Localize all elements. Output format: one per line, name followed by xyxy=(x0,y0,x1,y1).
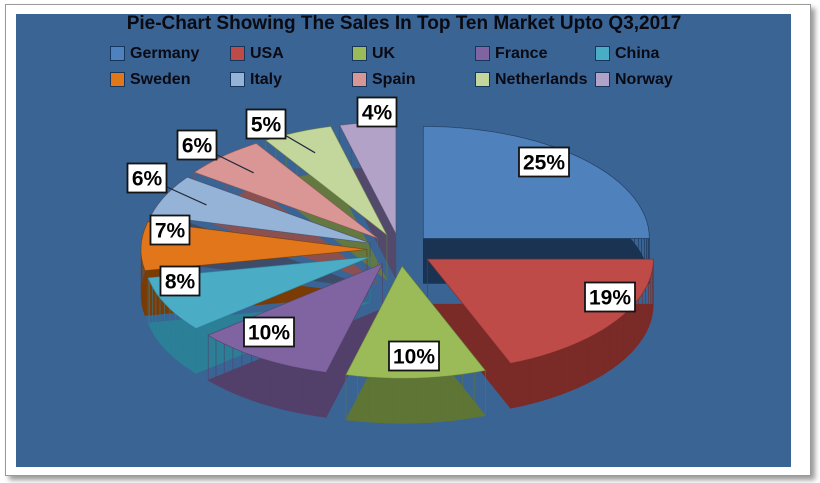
legend-item-netherlands: Netherlands xyxy=(475,71,587,88)
pie-slice-italy xyxy=(150,176,371,244)
legend-label: Sweden xyxy=(130,70,191,88)
slice-label-box-sweden xyxy=(149,214,191,246)
legend-label: Germany xyxy=(130,44,200,62)
legend-label: China xyxy=(615,44,660,62)
legend-swatch-sweden xyxy=(110,72,125,87)
pie-slice-spain xyxy=(193,143,378,239)
slice-label-germany: 25% xyxy=(523,152,565,175)
legend-label: Spain xyxy=(372,70,416,88)
slice-label-netherlands: 5% xyxy=(251,114,282,137)
pie-slice-uk xyxy=(345,265,487,379)
legend-swatch-italy xyxy=(230,72,245,87)
legend-swatch-netherlands xyxy=(475,72,490,87)
slice-label-box-china xyxy=(159,265,201,297)
chart-title: Pie-Chart Showing The Sales In Top Ten M… xyxy=(126,13,682,34)
legend-swatch-china xyxy=(595,46,610,61)
legend-item-uk: UK xyxy=(352,45,395,62)
legend-item-germany: Germany xyxy=(110,45,199,62)
slice-label-france: 10% xyxy=(248,322,290,345)
slice-label-uk: 10% xyxy=(393,346,435,369)
slice-label-box-netherlands xyxy=(245,108,287,140)
legend-item-china: China xyxy=(595,45,659,62)
slice-label-norway: 4% xyxy=(362,102,393,125)
legend-item-france: France xyxy=(475,45,547,62)
slice-label-box-france xyxy=(243,316,295,348)
pie-slice-germany xyxy=(422,125,650,239)
legend-label: UK xyxy=(372,44,396,62)
slice-label-sweden: 7% xyxy=(155,220,186,243)
legend-label: USA xyxy=(250,44,284,62)
pie-slice-china xyxy=(147,256,371,329)
legend-item-spain: Spain xyxy=(352,71,416,88)
slice-label-box-germany xyxy=(518,146,570,178)
slice-label-box-uk xyxy=(388,340,440,372)
slice-label-italy: 6% xyxy=(132,168,163,191)
legend-swatch-spain xyxy=(352,72,367,87)
pie-slice-sweden xyxy=(140,221,368,271)
slice-label-box-usa xyxy=(584,281,636,313)
legend-swatch-uk xyxy=(352,46,367,61)
legend-swatch-norway xyxy=(595,72,610,87)
legend-swatch-germany xyxy=(110,46,125,61)
slice-label-spain: 6% xyxy=(182,135,213,158)
slice-label-usa: 19% xyxy=(589,287,631,310)
slice-label-china: 8% xyxy=(165,271,196,294)
legend-item-norway: Norway xyxy=(595,71,673,88)
legend-label: Norway xyxy=(615,70,673,88)
legend-item-italy: Italy xyxy=(230,71,282,88)
slice-label-box-norway xyxy=(356,96,398,128)
legend-item-sweden: Sweden xyxy=(110,71,190,88)
legend-swatch-france xyxy=(475,46,490,61)
legend-label: Netherlands xyxy=(495,70,588,88)
legend-item-usa: USA xyxy=(230,45,284,62)
legend-swatch-usa xyxy=(230,46,245,61)
slice-label-box-spain xyxy=(176,129,218,161)
slice-label-box-italy xyxy=(126,162,168,194)
pie-slice-uk-side xyxy=(345,265,486,424)
legend-label: Italy xyxy=(250,70,283,88)
legend-label: France xyxy=(495,44,548,62)
